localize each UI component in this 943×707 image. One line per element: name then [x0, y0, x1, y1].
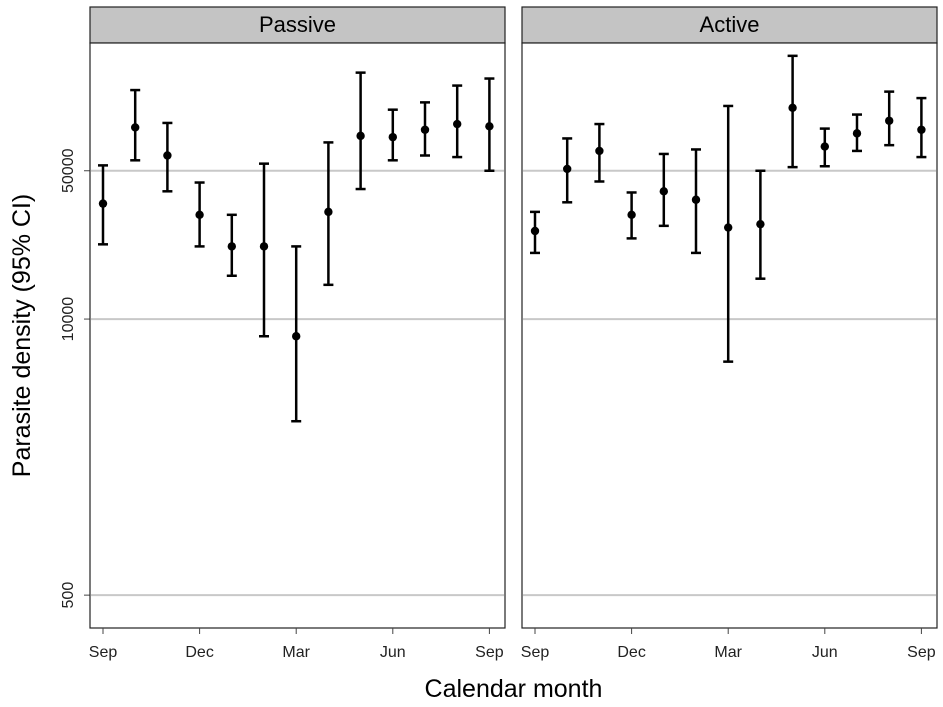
panel-passive: Passive Sep Dec Mar Jun Sep	[89, 6, 506, 661]
x-tick-label: Sep	[907, 644, 936, 661]
data-point	[724, 223, 733, 232]
x-tick-label: Jun	[812, 644, 838, 661]
data-point	[917, 125, 926, 134]
data-point	[195, 210, 204, 220]
x-axis-title: Calendar month	[425, 675, 603, 703]
data-point	[259, 242, 269, 251]
x-tick-label: Mar	[282, 644, 310, 661]
data-point	[227, 242, 236, 251]
data-point	[530, 226, 540, 236]
panel-active: Active Sep Dec Mar Jun Sep	[521, 6, 938, 661]
x-tick-label: Mar	[714, 644, 742, 661]
data-point	[627, 210, 636, 220]
data-point	[324, 207, 333, 217]
x-tick-label: Sep	[521, 644, 550, 661]
y-axis: 500 10000 50000	[60, 148, 90, 608]
x-tick-label: Jun	[380, 644, 406, 661]
panels: Passive Sep Dec Mar Jun Sep Active Sep Dec Mar Jun…	[89, 6, 938, 661]
data-point	[691, 195, 701, 204]
data-point	[563, 164, 572, 174]
data-point	[595, 146, 604, 156]
x-tick-label: Sep	[89, 644, 118, 661]
data-point	[356, 131, 365, 141]
x-tick-label: Dec	[185, 644, 213, 661]
error-bar	[355, 71, 366, 191]
panel-plot-area	[521, 42, 938, 629]
y-axis-title: Parasite density (95% CI)	[8, 194, 36, 477]
data-point	[756, 219, 765, 229]
data-point	[131, 123, 140, 132]
data-point	[485, 122, 494, 131]
data-point	[885, 116, 894, 125]
data-point	[659, 187, 668, 196]
data-point	[292, 332, 301, 341]
data-point	[788, 103, 797, 113]
data-point	[388, 132, 397, 142]
error-bar	[723, 104, 734, 363]
data-point	[420, 125, 430, 134]
y-tick-label: 10000	[60, 297, 77, 342]
x-tick-label: Sep	[475, 644, 504, 661]
panel-strip	[89, 6, 506, 44]
x-tick-label: Dec	[617, 644, 645, 661]
data-point	[852, 129, 862, 138]
panel-strip	[521, 6, 938, 44]
data-point	[98, 199, 108, 208]
y-tick-label: 500	[60, 582, 77, 609]
data-point	[820, 142, 829, 151]
panel-strip-label: Passive	[259, 12, 336, 37]
panel-strip-label: Active	[700, 12, 760, 37]
data-point	[163, 151, 172, 160]
y-tick-label: 50000	[60, 148, 77, 193]
data-point	[453, 119, 462, 129]
